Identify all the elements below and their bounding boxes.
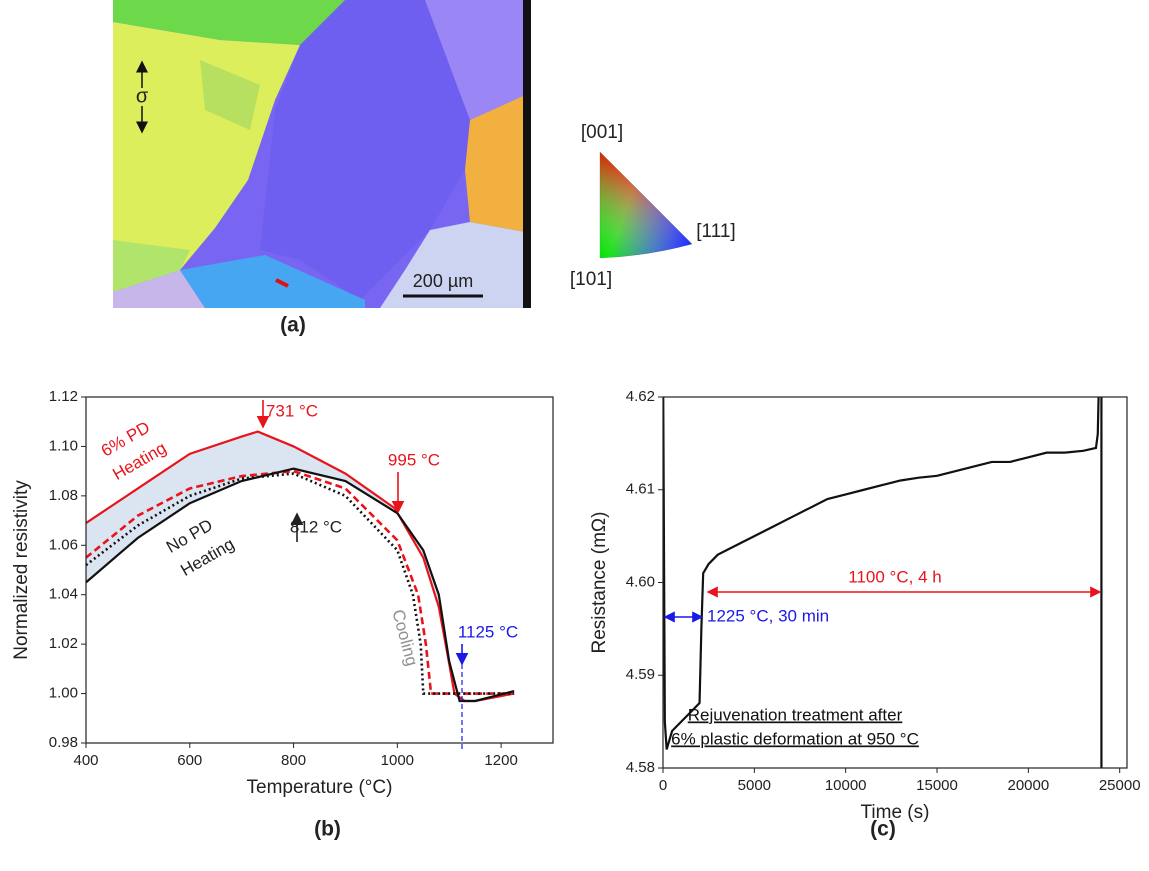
series-group: [85, 430, 515, 703]
x-tick-label: 20000: [1007, 777, 1049, 794]
y-tick-label: 1.08: [49, 487, 78, 504]
ipf-triangle: [599, 151, 693, 259]
y-tick-label: 0.98: [49, 734, 78, 751]
series-group: [663, 397, 1103, 768]
x-axis-label: Temperature (°C): [247, 777, 393, 798]
x-tick-label: 1200: [484, 752, 517, 769]
annotation: 6% plastic deformation at 950 °C: [671, 729, 919, 748]
y-tick-label: 4.61: [626, 481, 655, 498]
y-tick-label: 4.60: [626, 573, 655, 590]
x-tick-label: 15000: [916, 777, 958, 794]
x-tick-label: 0: [659, 777, 667, 794]
panel-label: (a): [280, 314, 306, 337]
x-tick-label: 800: [281, 752, 306, 769]
ipf-label: [101]: [570, 269, 612, 290]
annotation: 1225 °C, 30 min: [707, 606, 829, 625]
scale-bar-label: 200 µm: [413, 271, 473, 291]
panel-label: (b): [314, 818, 341, 841]
y-tick-label: 4.62: [626, 388, 655, 405]
ebsd-map: [113, 0, 531, 308]
data-line: [663, 397, 1103, 768]
shaded-area: [86, 431, 515, 701]
x-tick-label: 5000: [738, 777, 771, 794]
annotation: 1100 °C, 4 h: [848, 567, 941, 586]
x-tick-label: 600: [177, 752, 202, 769]
x-tick-label: 1000: [381, 752, 414, 769]
x-axis-label: Time (s): [861, 802, 930, 823]
plot: 4.58 4.59 4.60 4.61 4.62 0 5000 10000 15000 20000…: [589, 388, 1141, 841]
y-axis-label: Resistance (mΩ): [589, 512, 610, 654]
annotation: Cooling: [388, 607, 421, 668]
ipf-label: [111]: [696, 221, 735, 242]
annotation: 995 °C: [388, 450, 440, 469]
y-tick-label: 1.02: [49, 635, 78, 652]
y-tick-label: 1.12: [49, 388, 78, 405]
y-axis-label: Normalized resistivity: [11, 480, 32, 660]
annotation: Rejuvenation treatment after: [688, 705, 903, 724]
x-tick-label: 25000: [1099, 777, 1141, 794]
ipf-label: [001]: [581, 122, 623, 143]
y-tick-label: 4.59: [626, 666, 655, 683]
y-tick-label: 1.04: [49, 586, 78, 603]
y-tick-label: 1.06: [49, 536, 78, 553]
y-tick-label: 1.00: [49, 685, 78, 702]
data-line: [85, 472, 515, 695]
y-tick-label: 4.58: [626, 759, 655, 776]
x-tick-label: 400: [73, 752, 98, 769]
plot: 0.98 1.00 1.02 1.04 1.06 1.08 1.10 1.12 400 600 80…: [11, 388, 554, 841]
x-tick-label: 10000: [825, 777, 867, 794]
annotation: 731 °C: [266, 401, 318, 420]
panel-label: (c): [870, 818, 896, 841]
stress-label: σ: [136, 85, 149, 107]
plot-frame: [85, 396, 554, 744]
annotation: 1125 °C: [458, 622, 518, 641]
y-tick-label: 1.10: [49, 437, 78, 454]
